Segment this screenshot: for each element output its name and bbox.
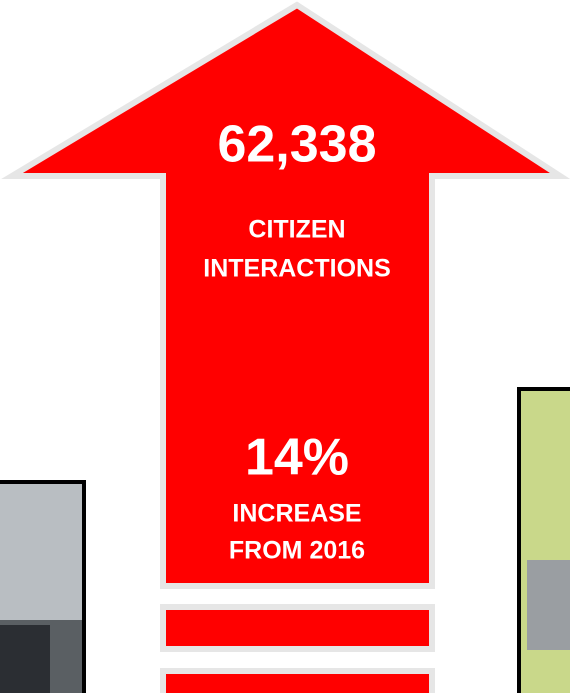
change-label: INCREASE [232,500,361,528]
total-label: INTERACTIONS [203,255,391,283]
change-label: FROM 2016 [229,537,365,565]
photo-left [0,480,86,693]
arrow-bar [160,604,435,652]
total-label: CITIZEN [248,216,345,244]
photo-right [517,387,570,693]
photo-people [0,625,50,693]
arrow [1,1,570,589]
photo-compartment [527,560,570,650]
arrow-bar [160,668,435,693]
change-value: 14% [245,429,349,487]
total-value: 62,338 [217,116,376,174]
